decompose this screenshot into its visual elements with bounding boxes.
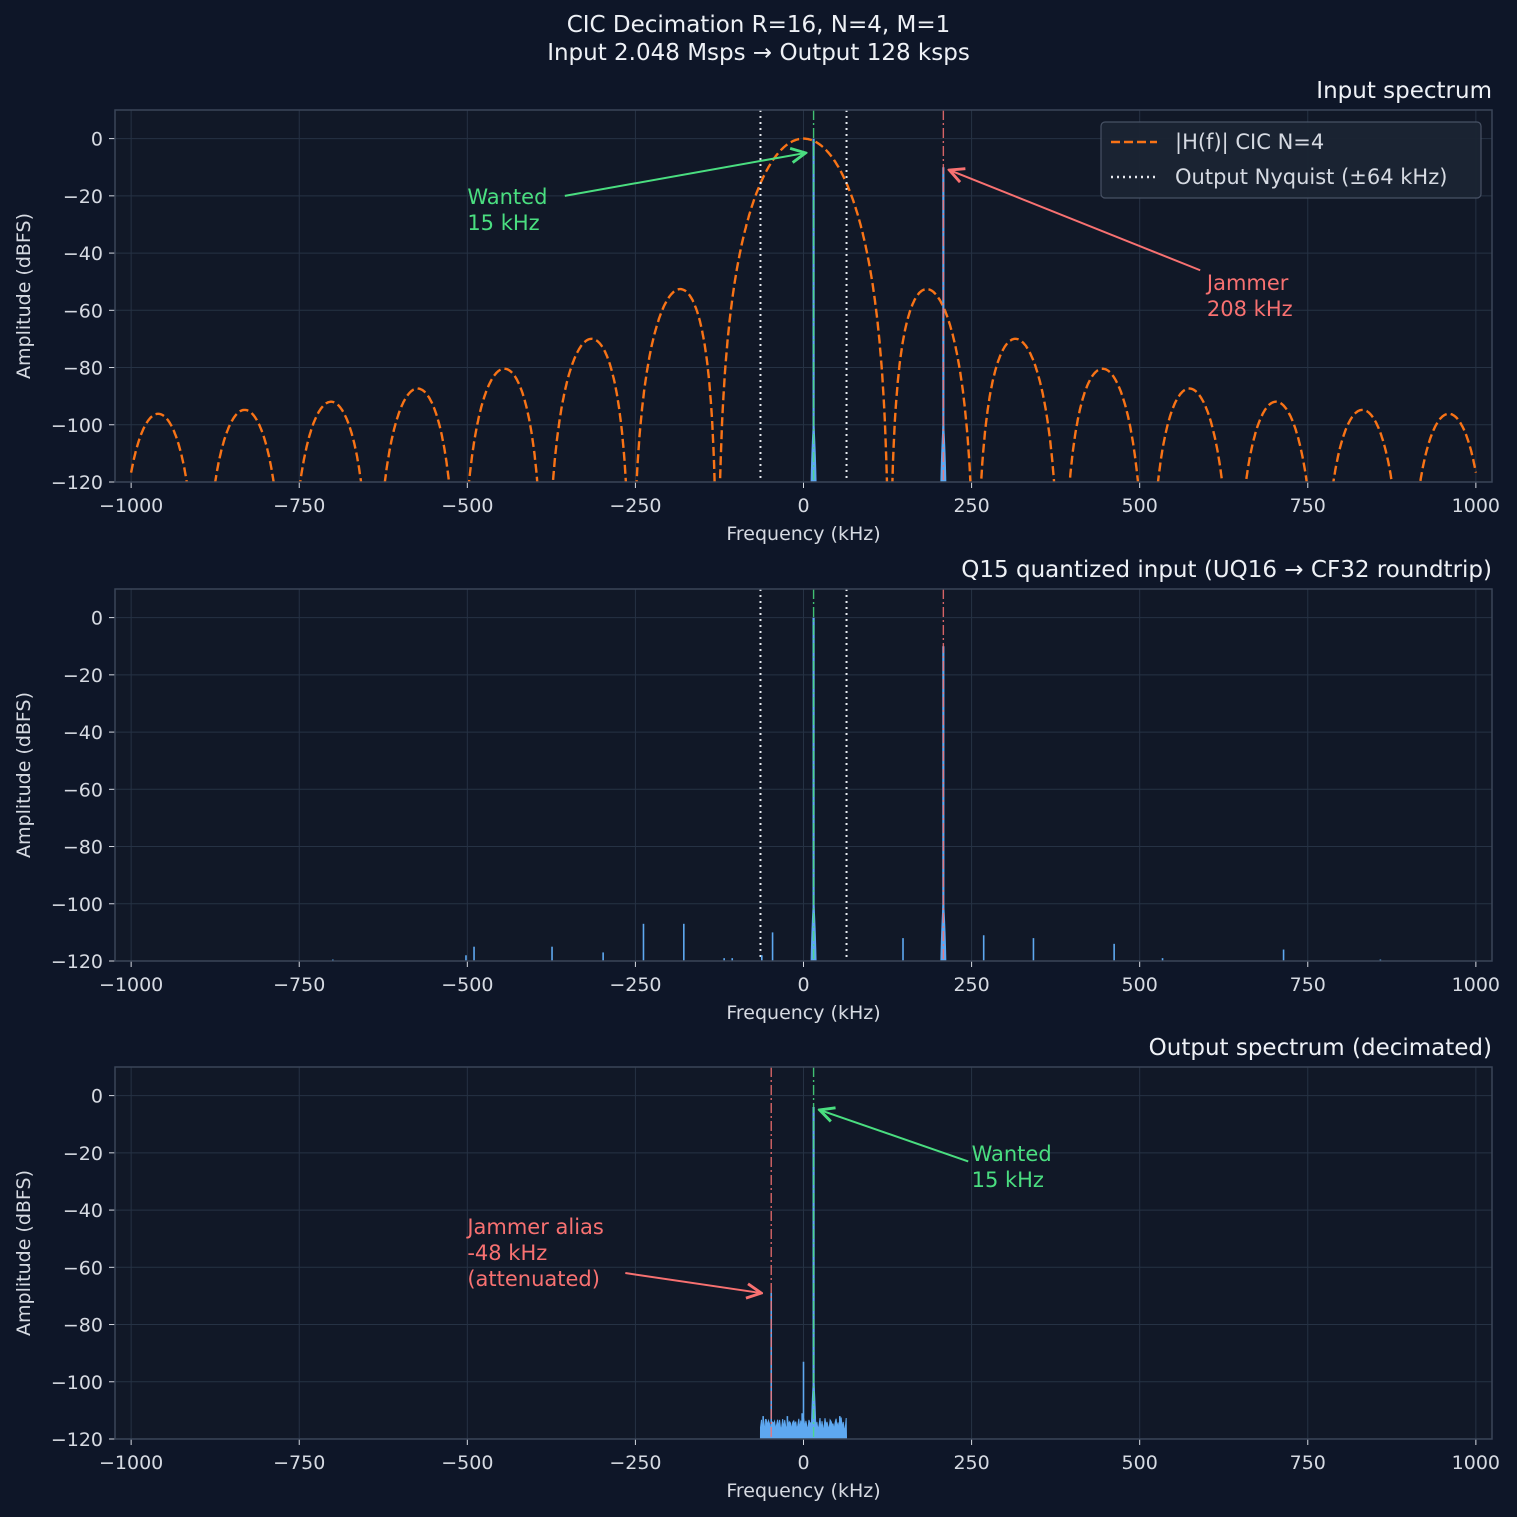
x-tick-label: −1000 — [99, 974, 163, 996]
panel-title: Output spectrum (decimated) — [1149, 1035, 1492, 1061]
x-tick-label: −750 — [273, 495, 325, 517]
x-tick-label: 500 — [1122, 495, 1158, 517]
legend-label: |H(f)| CIC N=4 — [1175, 130, 1324, 155]
y-tick-label: 0 — [91, 1086, 103, 1108]
jammer-annotation-text: Jammer — [1205, 271, 1289, 295]
wanted-annotation-text: Wanted — [972, 1142, 1052, 1166]
panel-2: −1000 −750 −500 −250 0 250 500 750 1000 0 −20 −40 −6… — [13, 557, 1500, 1024]
x-axis-label: Frequency (kHz) — [726, 523, 880, 545]
y-tick-label: −100 — [51, 1372, 103, 1394]
x-tick-label: 500 — [1122, 1452, 1158, 1474]
wanted-annotation-text: 15 kHz — [972, 1168, 1044, 1192]
axes-frame — [114, 109, 1493, 483]
axes-frame — [114, 1066, 1493, 1440]
y-axis-label: Amplitude (dBFS) — [13, 1170, 35, 1336]
x-tick-label: 750 — [1290, 1452, 1326, 1474]
x-axis-label: Frequency (kHz) — [726, 1480, 880, 1502]
jammer-annotation-text: (attenuated) — [467, 1267, 600, 1291]
x-tick-label: 1000 — [1452, 974, 1500, 996]
y-tick-label: −20 — [63, 186, 103, 208]
cic-response-curve — [129, 137, 1478, 482]
x-tick-label: 0 — [797, 974, 809, 996]
x-tick-label: 250 — [953, 974, 989, 996]
x-tick-label: −250 — [609, 974, 661, 996]
x-tick-label: 250 — [953, 1452, 989, 1474]
wanted-annotation-arrow — [820, 1110, 969, 1163]
jammer-annotation-text: -48 kHz — [467, 1241, 547, 1265]
x-tick-label: 1000 — [1452, 495, 1500, 517]
y-tick-label: −80 — [63, 1315, 103, 1337]
y-tick-label: −120 — [51, 472, 103, 494]
y-tick-label: −60 — [63, 779, 103, 801]
jammer-annotation-text: Jammer alias — [465, 1215, 604, 1239]
panel-title: Input spectrum — [1316, 78, 1492, 104]
y-tick-label: −80 — [63, 358, 103, 380]
jammer-annotation-text: 208 kHz — [1207, 297, 1293, 321]
jammer-annotation-arrow — [625, 1272, 761, 1293]
legend-box — [1100, 121, 1482, 199]
panel-title: Q15 quantized input (UQ16 → CF32 roundtr… — [961, 557, 1492, 583]
plot-content — [332, 589, 1382, 961]
y-tick-label: −100 — [51, 415, 103, 437]
y-tick-label: −20 — [63, 1143, 103, 1165]
x-tick-label: −500 — [441, 495, 493, 517]
x-tick-label: 0 — [797, 495, 809, 517]
y-tick-label: −60 — [63, 300, 103, 322]
y-tick-label: −120 — [51, 1429, 103, 1451]
x-axis-label: Frequency (kHz) — [726, 1002, 880, 1024]
x-tick-label: −750 — [273, 974, 325, 996]
plot-content — [129, 110, 1478, 482]
plot-content — [759, 1067, 848, 1439]
x-tick-label: −1000 — [99, 495, 163, 517]
x-tick-label: −750 — [273, 1452, 325, 1474]
x-tick-label: −250 — [609, 1452, 661, 1474]
wanted-annotation-text: 15 kHz — [467, 211, 539, 235]
y-tick-label: −40 — [63, 722, 103, 744]
y-tick-label: −60 — [63, 1257, 103, 1279]
panel-1: −1000 −750 −500 −250 0 250 500 750 1000 0 −20 −40 −6… — [13, 78, 1500, 545]
y-tick-label: −100 — [51, 894, 103, 916]
panel-3: −1000 −750 −500 −250 0 250 500 750 1000 0 −20 −40 −6… — [13, 1035, 1500, 1502]
x-tick-label: 0 — [797, 1452, 809, 1474]
legend: |H(f)| CIC N=4 Output Nyquist (±64 kHz) — [1100, 121, 1482, 199]
y-tick-label: −40 — [63, 1200, 103, 1222]
wanted-annotation-arrow — [564, 153, 806, 197]
x-tick-label: −500 — [441, 1452, 493, 1474]
y-axis-label: Amplitude (dBFS) — [13, 213, 35, 379]
x-tick-label: −1000 — [99, 1452, 163, 1474]
x-tick-label: 250 — [953, 495, 989, 517]
output-noise-floor — [759, 1417, 848, 1439]
x-tick-label: −500 — [441, 974, 493, 996]
axes-frame — [114, 588, 1493, 962]
figure-title-line-2: Input 2.048 Msps → Output 128 ksps — [547, 40, 970, 66]
y-tick-label: 0 — [91, 608, 103, 630]
y-tick-label: −20 — [63, 665, 103, 687]
y-tick-label: −80 — [63, 837, 103, 859]
y-tick-label: 0 — [91, 129, 103, 151]
x-tick-label: 500 — [1122, 974, 1158, 996]
x-tick-label: 750 — [1290, 495, 1326, 517]
y-axis-label: Amplitude (dBFS) — [13, 692, 35, 858]
x-tick-label: 1000 — [1452, 1452, 1500, 1474]
figure-title-line-1: CIC Decimation R=16, N=4, M=1 — [566, 12, 951, 38]
y-tick-label: −120 — [51, 951, 103, 973]
wanted-annotation-text: Wanted — [467, 185, 547, 209]
jammer-annotation-arrow — [949, 170, 1201, 272]
x-tick-label: −250 — [609, 495, 661, 517]
x-tick-label: 750 — [1290, 974, 1326, 996]
legend-label: Output Nyquist (±64 kHz) — [1175, 165, 1447, 189]
y-tick-label: −40 — [63, 243, 103, 265]
